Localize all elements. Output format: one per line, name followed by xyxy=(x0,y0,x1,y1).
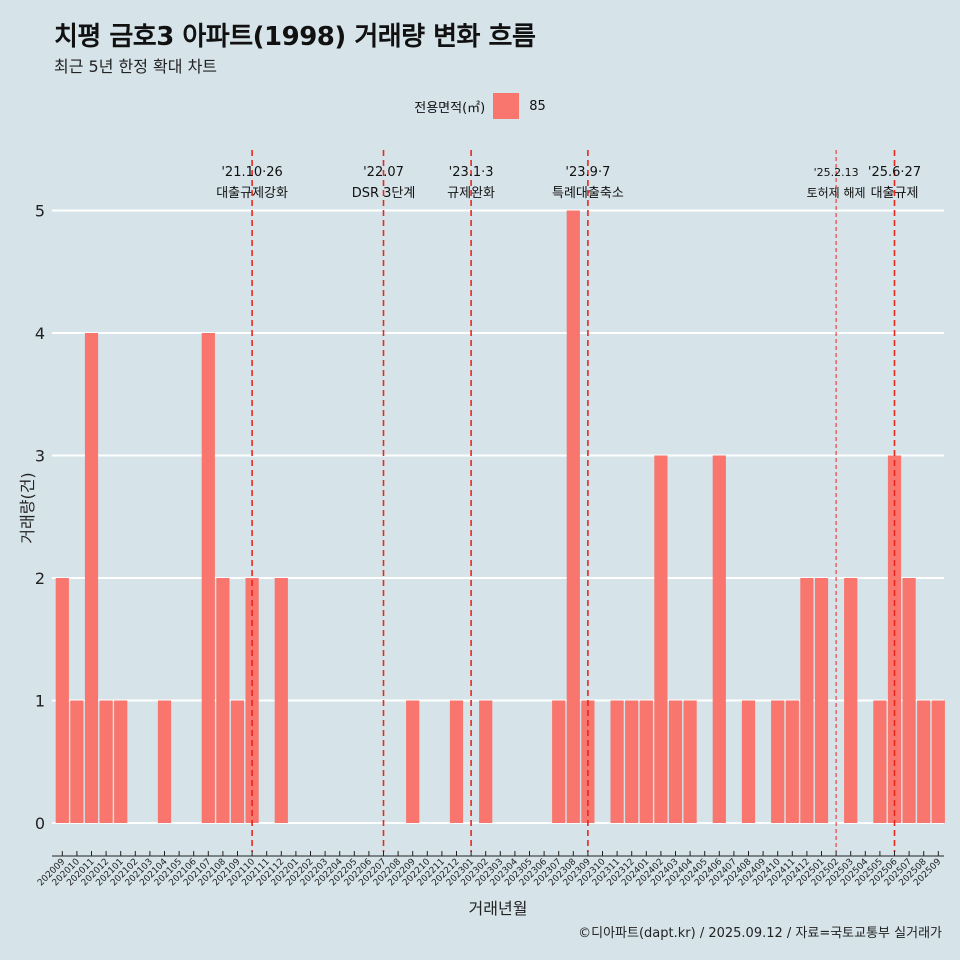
bar xyxy=(449,700,464,823)
y-tick-label: 2 xyxy=(35,569,45,588)
bar xyxy=(771,700,785,823)
event-date: '21.10·26 xyxy=(221,165,282,180)
bar xyxy=(230,700,245,823)
bar xyxy=(70,700,84,823)
legend-entry-label: 85 xyxy=(529,98,546,114)
event-date: '23.9·7 xyxy=(565,165,610,180)
bar xyxy=(814,578,829,823)
bar xyxy=(917,700,931,823)
bar xyxy=(931,700,945,823)
y-tick-label: 4 xyxy=(35,324,45,343)
event-date: '22.07 xyxy=(363,165,404,180)
bar xyxy=(114,700,128,823)
bars xyxy=(55,210,945,823)
bar xyxy=(201,333,215,823)
bar xyxy=(216,578,230,823)
bar xyxy=(84,333,99,823)
bar xyxy=(552,700,566,823)
bar xyxy=(406,700,420,823)
bar xyxy=(844,578,858,823)
bar xyxy=(610,700,624,823)
bar xyxy=(887,455,902,823)
event-label: 대출규제강화 xyxy=(216,186,288,201)
x-axis-title: 거래년월 xyxy=(469,899,528,918)
event-lines: '21.10·26 대출규제강화 '22.07 DSR 3단계 '23.1·3 규제완화 '… xyxy=(216,150,921,852)
event-label: 대출규제 xyxy=(871,186,919,201)
bar xyxy=(566,210,580,823)
legend-swatch xyxy=(493,93,520,119)
bar xyxy=(668,700,683,823)
bar xyxy=(741,700,756,823)
y-axis-title: 거래량(건) xyxy=(18,472,37,543)
event-label: 특례대출축소 xyxy=(552,186,624,201)
chart-subtitle: 최근 5년 한정 확대 차트 xyxy=(54,57,218,76)
y-tick-label: 0 xyxy=(35,814,45,833)
event-date: '25.6·27 xyxy=(868,165,921,180)
y-axis: 0 1 2 3 4 5 xyxy=(35,202,45,834)
bar xyxy=(99,700,113,823)
y-tick-label: 3 xyxy=(35,447,45,466)
bar xyxy=(157,700,172,823)
bar xyxy=(683,700,697,823)
bar xyxy=(639,700,653,823)
x-axis: 2020092020102020112020122021012021022021… xyxy=(36,851,944,888)
bar xyxy=(712,455,726,823)
event-label: DSR 3단계 xyxy=(352,186,416,201)
bar xyxy=(625,700,639,823)
event-label: 규제완화 xyxy=(447,186,495,201)
bar xyxy=(873,700,887,823)
bar xyxy=(55,578,69,823)
source-footer: ©디아파트(dapt.kr) / 2025.09.12 / 자료=국토교통부 실… xyxy=(578,926,942,941)
bar xyxy=(654,455,668,823)
y-tick-label: 5 xyxy=(35,202,45,221)
event-date: '23.1·3 xyxy=(449,165,494,180)
bar xyxy=(800,578,814,823)
y-tick-label: 1 xyxy=(35,692,45,711)
event-label: 토허제 해제 xyxy=(807,186,866,200)
bar xyxy=(902,578,916,823)
bar xyxy=(479,700,493,823)
bar xyxy=(274,578,288,823)
chart-title: 치평 금호3 아파트(1998) 거래량 변화 흐름 xyxy=(54,22,536,52)
legend-title: 전용면적(㎡) xyxy=(414,100,486,116)
bar xyxy=(785,700,799,823)
legend: 전용면적(㎡) 85 xyxy=(0,93,960,119)
event-date: '25.2.13 xyxy=(814,166,859,179)
